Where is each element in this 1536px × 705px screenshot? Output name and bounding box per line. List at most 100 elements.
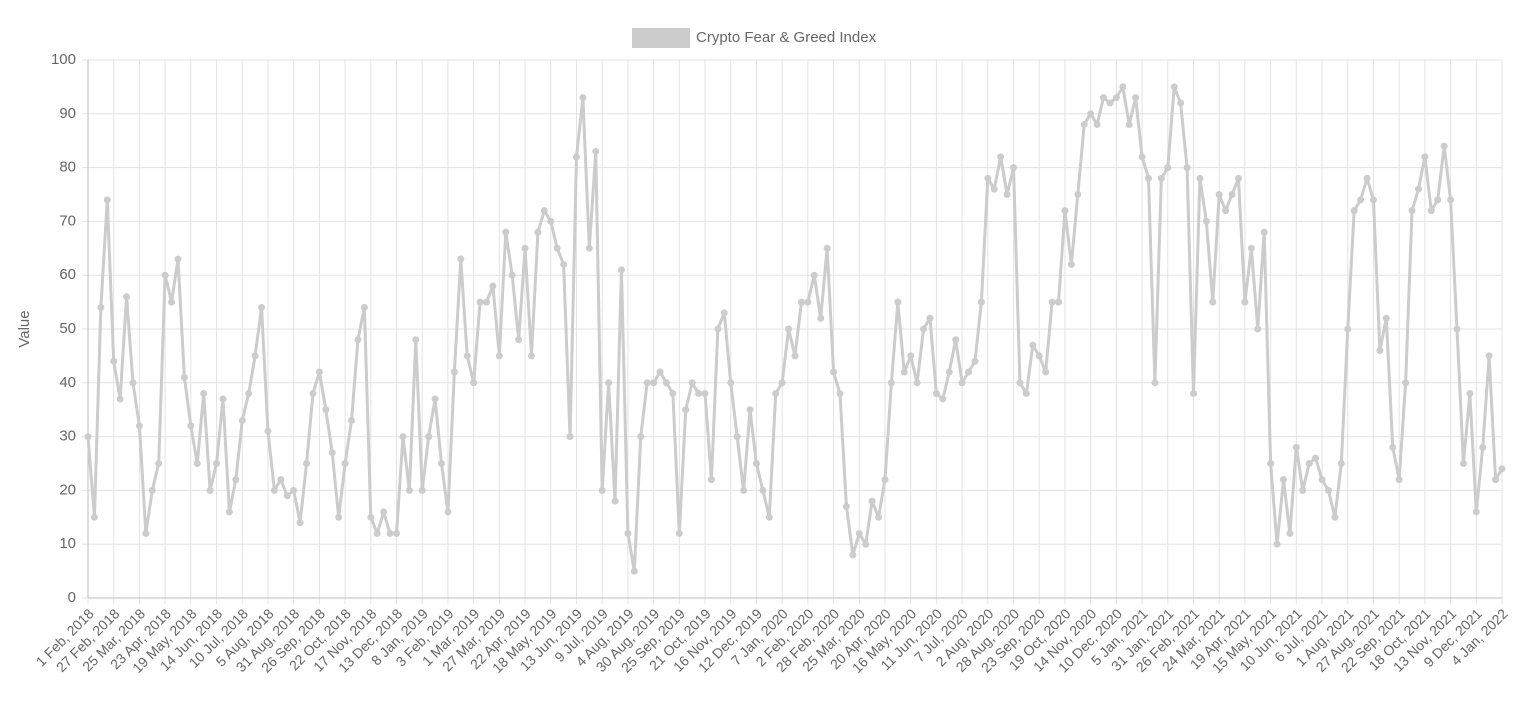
point (714, 325, 722, 333)
point (123, 293, 131, 301)
point (1421, 153, 1429, 161)
point (939, 395, 947, 403)
point (206, 486, 214, 494)
point (187, 422, 195, 430)
point (1177, 99, 1185, 107)
point (1151, 379, 1159, 387)
point (116, 395, 124, 403)
point (785, 325, 793, 333)
point (997, 153, 1005, 161)
point (431, 395, 439, 403)
point (360, 303, 368, 311)
point (251, 352, 259, 360)
point (155, 460, 163, 467)
point (1376, 347, 1384, 355)
point (1324, 486, 1332, 494)
point (283, 492, 291, 500)
point (1260, 228, 1268, 236)
point (1273, 540, 1281, 548)
point (1472, 508, 1480, 516)
y-tick-label: 10 (59, 535, 76, 552)
point (348, 416, 356, 424)
point (470, 379, 478, 387)
point (1010, 164, 1018, 172)
point (830, 368, 838, 376)
point (1299, 486, 1307, 494)
point (695, 390, 703, 398)
point (521, 244, 529, 252)
y-tick-label: 50 (59, 320, 76, 337)
y-axis-title: Value (16, 310, 33, 347)
point (1125, 121, 1133, 129)
point (1357, 196, 1365, 204)
point (534, 228, 542, 236)
point (457, 255, 465, 263)
point (669, 390, 677, 398)
point (855, 529, 863, 537)
point (1215, 191, 1223, 198)
point (1247, 244, 1255, 252)
point (97, 303, 105, 311)
point (90, 513, 98, 521)
point (662, 379, 670, 387)
point (727, 379, 735, 387)
point (161, 271, 169, 279)
point (1292, 443, 1300, 451)
point (213, 460, 221, 467)
point (688, 379, 696, 387)
point (328, 449, 336, 457)
point (1087, 110, 1095, 118)
point (1100, 94, 1108, 102)
point (579, 94, 587, 102)
point (508, 271, 516, 279)
point (733, 433, 741, 441)
point (1234, 174, 1242, 182)
point (1492, 476, 1500, 484)
point (168, 298, 176, 306)
point (1093, 121, 1101, 129)
point (495, 352, 503, 360)
point (303, 460, 311, 467)
point (720, 309, 728, 317)
point (1029, 341, 1037, 349)
point (193, 460, 201, 467)
point (393, 529, 401, 537)
point (1279, 476, 1287, 484)
point (482, 298, 490, 306)
point (135, 422, 143, 430)
point (258, 303, 266, 311)
point (611, 497, 619, 505)
point (129, 379, 137, 387)
point (759, 486, 767, 494)
point (463, 352, 471, 360)
point (817, 314, 825, 322)
point (1395, 476, 1403, 484)
point (1414, 185, 1422, 193)
point (1389, 443, 1397, 451)
point (1067, 260, 1075, 268)
point (315, 368, 323, 376)
y-tick-label: 20 (59, 481, 76, 498)
y-tick-label: 30 (59, 428, 76, 445)
point (836, 390, 844, 398)
point (1003, 191, 1011, 198)
point (990, 185, 998, 193)
point (1459, 460, 1467, 467)
point (553, 244, 561, 252)
point (277, 476, 285, 484)
point (174, 255, 182, 263)
y-tick-label: 0 (68, 589, 76, 606)
point (675, 529, 683, 537)
point (1318, 476, 1326, 484)
point (296, 519, 304, 527)
point (585, 244, 593, 252)
point (772, 390, 780, 398)
point (842, 503, 850, 511)
point (862, 540, 870, 548)
point (598, 486, 606, 494)
point (592, 147, 600, 155)
point (1312, 454, 1320, 462)
point (907, 352, 915, 360)
